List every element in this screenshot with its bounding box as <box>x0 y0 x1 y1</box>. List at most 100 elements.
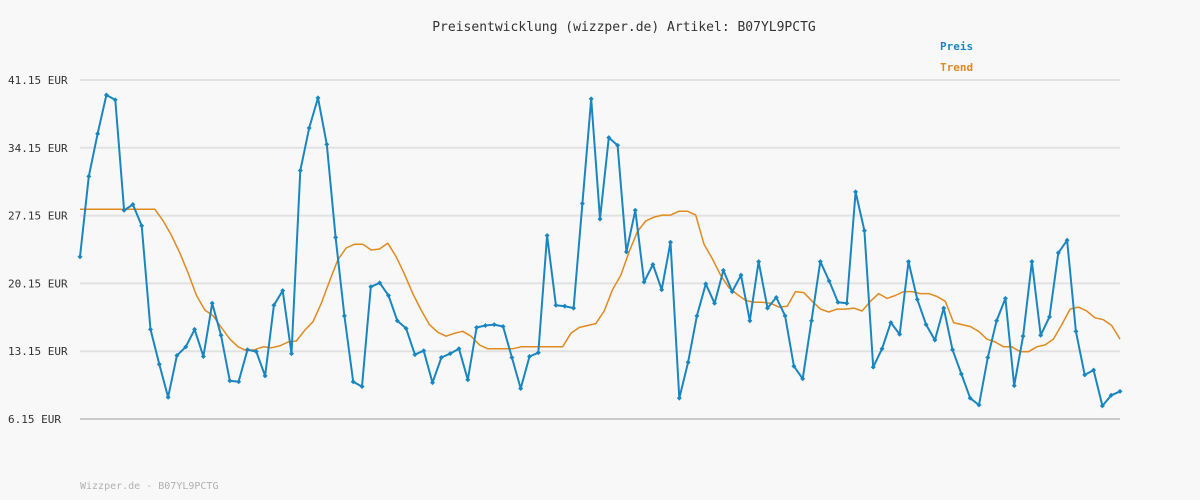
y-axis: 41.15 EUR 34.15 EUR 27.15 EUR 20.15 EUR 13.1… <box>8 74 68 426</box>
price-point <box>729 289 735 295</box>
price-point <box>888 320 894 326</box>
price-point <box>148 326 154 332</box>
price-point <box>306 125 312 131</box>
price-point <box>368 284 374 290</box>
price-point <box>403 325 409 331</box>
price-point <box>1046 314 1052 320</box>
price-point <box>641 279 647 285</box>
price-point <box>941 305 947 311</box>
price-point <box>544 232 550 238</box>
price-point <box>844 300 850 306</box>
price-point <box>280 288 286 294</box>
price-point <box>835 299 841 305</box>
price-point <box>253 349 259 355</box>
price-point <box>333 234 339 240</box>
price-point <box>385 293 391 299</box>
price-point <box>650 262 656 268</box>
price-point <box>509 354 515 360</box>
price-point <box>738 272 744 278</box>
price-point <box>262 373 268 379</box>
price-point <box>236 379 242 385</box>
price-point <box>209 300 215 306</box>
price-point <box>905 259 911 265</box>
price-point <box>1055 250 1061 256</box>
price-point <box>1108 392 1114 398</box>
price-point <box>315 95 321 101</box>
price-point <box>438 354 444 360</box>
price-point <box>447 351 453 357</box>
y-tick-label: 41.15 EUR <box>8 74 68 87</box>
price-point <box>553 302 559 308</box>
price-point <box>703 281 709 287</box>
price-point <box>412 352 418 358</box>
price-point <box>465 377 471 383</box>
price-point <box>791 363 797 369</box>
price-point <box>95 131 101 137</box>
price-point <box>985 354 991 360</box>
series-line-preis <box>79 94 1121 407</box>
price-point <box>958 371 964 377</box>
price-point <box>1020 333 1026 339</box>
price-point <box>756 259 762 265</box>
price-point <box>1099 403 1105 409</box>
price-point <box>174 353 180 359</box>
price-point <box>500 324 506 330</box>
price-point <box>694 313 700 319</box>
price-point <box>456 346 462 352</box>
price-point <box>967 395 973 401</box>
price-point <box>597 216 603 222</box>
price-point <box>139 223 145 229</box>
price-point <box>720 267 726 273</box>
price-point <box>518 385 524 391</box>
price-point <box>879 346 885 352</box>
y-tick-label: 13.15 EUR <box>8 345 68 358</box>
price-point <box>1117 388 1123 394</box>
price-point <box>809 318 815 324</box>
price-point <box>659 287 665 293</box>
price-point <box>535 350 541 356</box>
price-point <box>588 96 594 102</box>
price-point <box>350 379 356 385</box>
price-point <box>773 294 779 300</box>
y-tick-label: 6.15 EUR <box>8 413 61 426</box>
price-point <box>377 280 383 286</box>
price-point <box>632 207 638 213</box>
price-point <box>950 347 956 353</box>
price-point <box>870 364 876 370</box>
legend-trend: Trend <box>940 61 974 74</box>
price-point <box>77 254 83 260</box>
price-point <box>932 337 938 343</box>
y-tick-label: 34.15 EUR <box>8 142 68 155</box>
price-point <box>861 228 867 234</box>
price-point <box>244 347 250 353</box>
price-point <box>712 300 718 306</box>
price-point <box>289 351 295 357</box>
price-point <box>218 332 224 338</box>
price-point <box>183 344 189 350</box>
price-point <box>394 318 400 324</box>
price-point <box>430 380 436 386</box>
price-point <box>923 322 929 328</box>
price-point <box>1091 367 1097 373</box>
price-point <box>324 141 330 147</box>
price-point <box>165 394 171 400</box>
price-point <box>227 378 233 384</box>
price-point <box>1038 332 1044 338</box>
price-point <box>623 249 629 255</box>
price-point <box>800 376 806 382</box>
price-point <box>341 313 347 319</box>
price-point <box>1002 295 1008 301</box>
price-point <box>130 201 136 207</box>
price-point <box>571 305 577 311</box>
price-point <box>976 402 982 408</box>
price-point <box>676 395 682 401</box>
price-point <box>1073 328 1079 334</box>
chart-title: Preisentwicklung (wizzper.de) Artikel: B… <box>432 20 816 35</box>
price-point <box>897 331 903 337</box>
y-tick-label: 27.15 EUR <box>8 210 68 223</box>
price-point <box>782 313 788 319</box>
price-point <box>685 359 691 365</box>
legend-preis: Preis <box>940 40 974 53</box>
price-point <box>156 361 162 367</box>
price-point <box>764 305 770 311</box>
